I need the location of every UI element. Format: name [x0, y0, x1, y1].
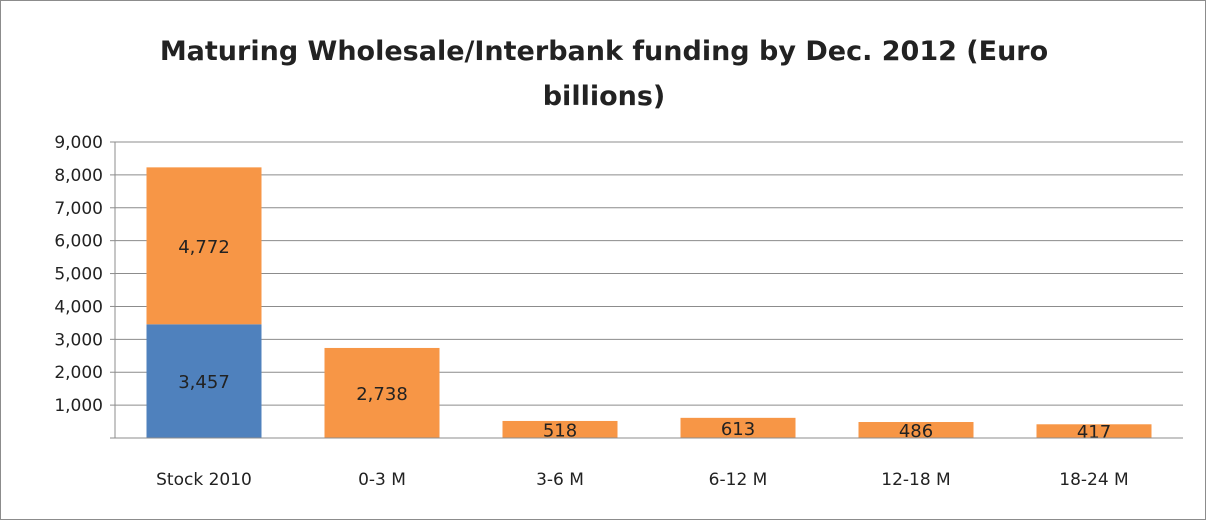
data-label: 3,457	[178, 372, 230, 393]
data-label: 4,772	[178, 237, 230, 258]
y-tick-label: 7,000	[54, 199, 103, 219]
x-tick-label: 18-24 M	[1059, 470, 1128, 490]
chart-title: Maturing Wholesale/Interbank funding by …	[159, 36, 1049, 112]
y-axis: 1,000 2,000 3,000 4,000 5,000 6,000 7,000 8,000…	[54, 133, 116, 439]
bar-segment	[680, 417, 796, 438]
data-label: 518	[543, 420, 577, 441]
data-label: 486	[899, 421, 933, 442]
x-axis: Stock 2010 0-3 M 3-6 M 6-12 M 12-18 M 18-24 M	[115, 437, 1183, 490]
data-label: 417	[1077, 422, 1111, 443]
bar-segment	[146, 167, 262, 325]
gridlines	[115, 141, 1183, 406]
bar-segment	[324, 347, 440, 438]
x-tick-label: 3-6 M	[536, 470, 584, 490]
y-tick-label: 5,000	[54, 265, 103, 285]
y-tick-label: 1,000	[54, 396, 103, 416]
bar-segment	[1036, 424, 1152, 438]
x-tick-label: 0-3 M	[358, 470, 406, 490]
bars: 3,457 4,772 2,738 518 613 486 417	[146, 167, 1152, 443]
y-tick-label: 4,000	[54, 297, 103, 317]
y-tick-label: 9,000	[54, 133, 103, 153]
bar-segment	[146, 324, 262, 438]
bar-segment	[502, 420, 618, 438]
y-tick-label: 6,000	[54, 232, 103, 252]
data-label: 2,738	[356, 384, 408, 405]
bar-segment	[858, 422, 974, 438]
x-tick-label: 12-18 M	[881, 470, 950, 490]
y-tick-label: 3,000	[54, 330, 103, 350]
x-tick-label: Stock 2010	[156, 470, 252, 490]
y-tick-label: 2,000	[54, 363, 103, 383]
data-label: 613	[721, 419, 755, 440]
y-tick-label: 8,000	[54, 166, 103, 186]
x-tick-label: 6-12 M	[709, 470, 768, 490]
